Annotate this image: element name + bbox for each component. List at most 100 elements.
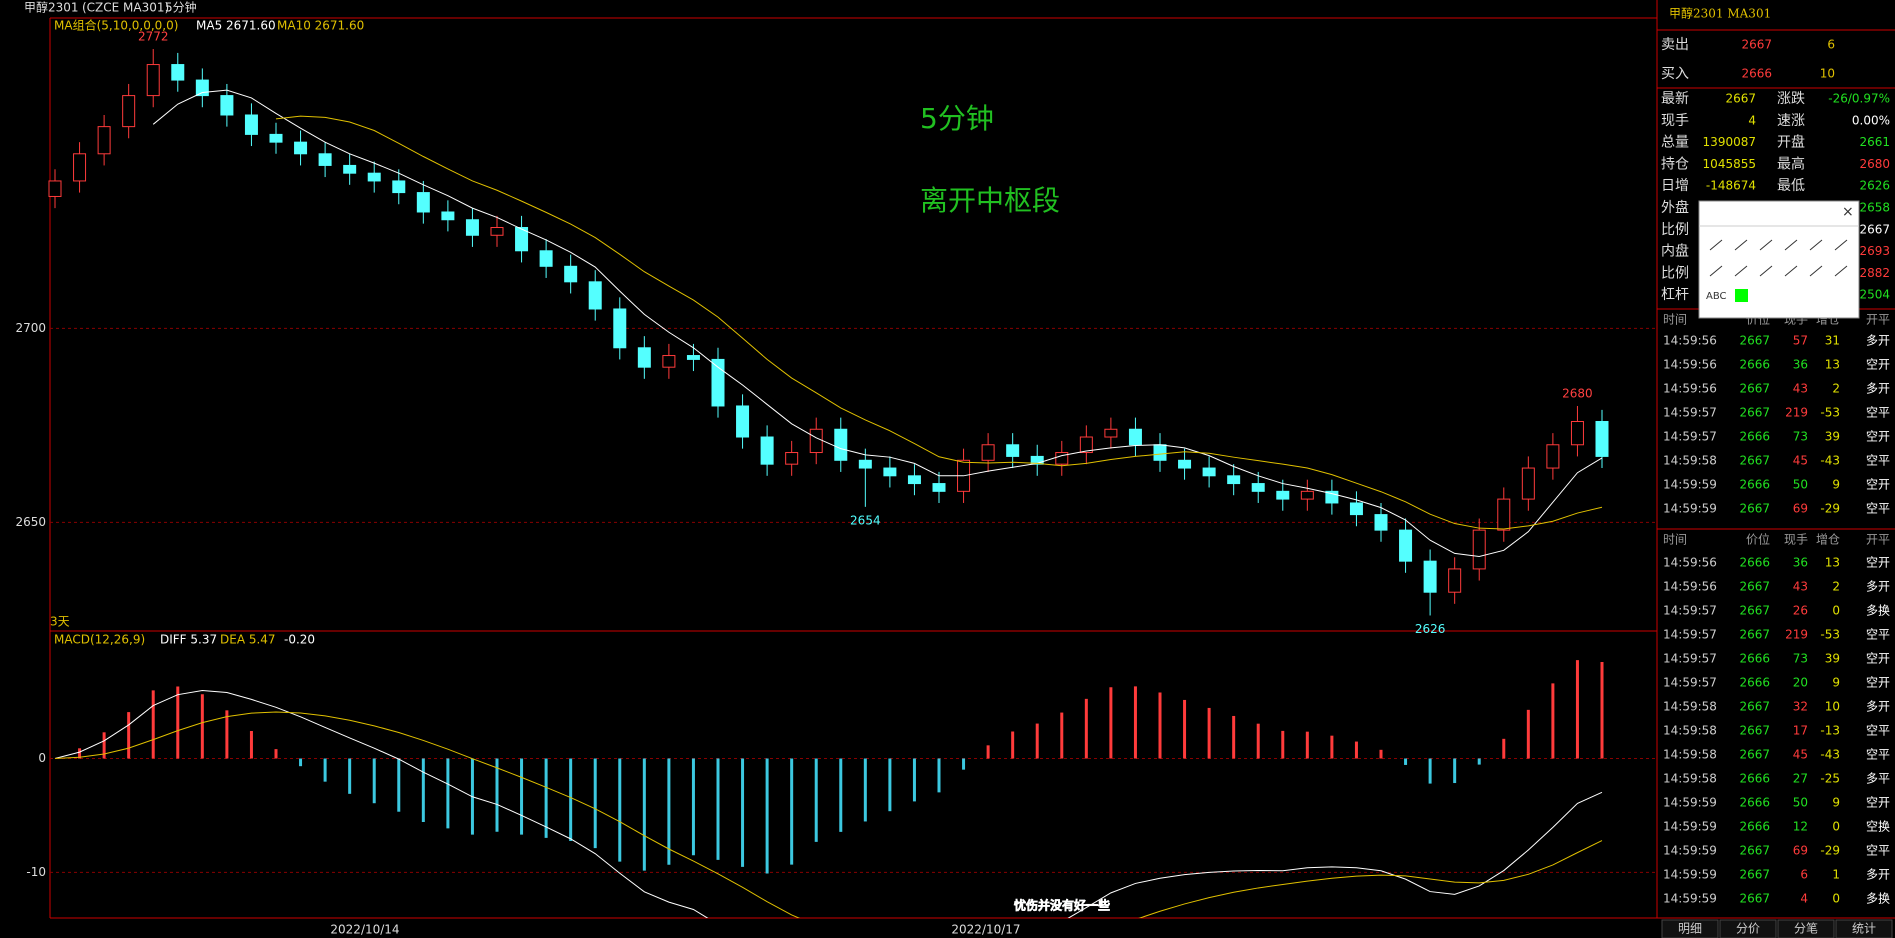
extreme-label: 2654 (850, 513, 881, 527)
tool-icon[interactable] (1759, 239, 1773, 251)
abc-tool[interactable]: ABC (1706, 291, 1727, 302)
table-cell: 9 (1832, 796, 1840, 810)
close-icon[interactable]: × (1842, 204, 1854, 220)
table-cell: 2667 (1739, 454, 1770, 468)
tool-icon[interactable] (1834, 265, 1848, 277)
tool-icon[interactable] (1784, 239, 1798, 251)
tool-icon[interactable] (1784, 265, 1798, 277)
table-cell: 0 (1832, 604, 1840, 618)
candle-body (269, 133, 283, 143)
candle-body (834, 428, 848, 461)
candle-body (1276, 490, 1290, 500)
label: 买入 (1661, 66, 1689, 82)
ma5-line (152, 89, 1603, 558)
tab[interactable] (1777, 919, 1835, 938)
tool-icon[interactable] (1709, 265, 1723, 277)
candle-body (883, 467, 897, 477)
candle-body (613, 308, 627, 349)
indicator[interactable]: MA组合(5,10,0,0,0,0) (54, 18, 178, 33)
table-cell: 2667 (1739, 604, 1770, 618)
stat-value: 2882 (1859, 266, 1890, 280)
macd-label: MACD(12,26,9) (54, 633, 145, 647)
table-cell: 空换 (1866, 820, 1890, 834)
stat-label: 速涨 (1777, 113, 1805, 129)
symbol: 甲醇2301 (24, 0, 79, 15)
candle-body (1128, 428, 1142, 446)
candle-body (343, 164, 357, 174)
table-header: 价位 (1746, 532, 1770, 547)
tab[interactable] (1835, 919, 1893, 938)
stat-label: 最低 (1777, 178, 1805, 194)
candle-body (1349, 502, 1363, 516)
candle-body (932, 483, 946, 492)
candle-body (1472, 529, 1486, 570)
period[interactable]: 5分钟 (165, 0, 197, 15)
candle-body (907, 475, 921, 485)
candle-body (1374, 514, 1388, 531)
candle-body (416, 192, 430, 213)
candle-body (686, 355, 700, 360)
table-cell: 45 (1793, 454, 1808, 468)
stat-value: 1045855 (1703, 157, 1756, 171)
tool-icon[interactable] (1834, 239, 1848, 251)
table-cell: 219 (1785, 406, 1808, 420)
y-tick-label: 2700 (15, 321, 46, 335)
candle-body (195, 79, 209, 97)
table-cell: 45 (1793, 748, 1808, 762)
tab-label: 分笔 (1794, 921, 1818, 936)
table-cell: 2667 (1739, 844, 1770, 858)
candle-body (1055, 452, 1069, 465)
candle-body (1497, 498, 1511, 531)
candle-body (465, 219, 479, 236)
table-cell: 14:59:58 (1663, 772, 1717, 786)
tool-icon[interactable] (1809, 265, 1823, 277)
table-cell: 14:59:58 (1663, 724, 1717, 738)
table-cell: -29 (1820, 844, 1840, 858)
tool-icon[interactable] (1734, 265, 1748, 277)
candle-body (1300, 490, 1314, 500)
table-cell: 多开 (1866, 700, 1890, 714)
macd-value: -0.20 (284, 633, 315, 647)
table-cell: 73 (1793, 652, 1808, 666)
table-cell: 13 (1825, 358, 1840, 372)
table-cell: 50 (1793, 796, 1808, 810)
candle-body (785, 452, 799, 465)
extreme-label: 2626 (1415, 622, 1446, 636)
table-cell: 2666 (1739, 772, 1770, 786)
color-tool[interactable] (1735, 289, 1748, 302)
table-cell: 14:59:59 (1663, 502, 1717, 516)
table-cell: 2666 (1739, 676, 1770, 690)
ma10-label: MA10 2671.60 (277, 19, 364, 33)
candle-body (73, 153, 87, 182)
table-cell: -53 (1820, 406, 1840, 420)
candle-body (1423, 560, 1437, 593)
stat-value: 2504 (1859, 288, 1890, 302)
tool-icon[interactable] (1734, 239, 1748, 251)
tab[interactable] (1661, 919, 1719, 938)
table-cell: 12 (1793, 820, 1808, 834)
table-cell: 2667 (1739, 868, 1770, 882)
candle-body (711, 358, 725, 407)
table-cell: 31 (1825, 334, 1840, 348)
quote-title: 甲醇2301 MA301 (1669, 6, 1771, 21)
tab[interactable] (1719, 919, 1777, 938)
tool-icon[interactable] (1709, 239, 1723, 251)
candle-body (539, 250, 553, 267)
tab-label: 统计 (1852, 922, 1876, 936)
tab-label: 分价 (1736, 922, 1760, 936)
stat-value: -148674 (1706, 179, 1756, 193)
candle-body (294, 141, 308, 155)
tool-icon[interactable] (1809, 239, 1823, 251)
extreme-label: 2680 (1562, 386, 1593, 400)
table-cell: 多开 (1866, 868, 1890, 882)
table-cell: 14:59:57 (1663, 676, 1717, 690)
table-cell: 219 (1785, 628, 1808, 642)
candle-body (1104, 428, 1118, 438)
table-cell: 43 (1793, 382, 1808, 396)
table-cell: 14:59:56 (1663, 334, 1717, 348)
table-cell: 50 (1793, 478, 1808, 492)
table-cell: 0 (1832, 892, 1840, 906)
tool-icon[interactable] (1759, 265, 1773, 277)
price: 2667 (1741, 38, 1772, 52)
table-cell: 2667 (1739, 334, 1770, 348)
